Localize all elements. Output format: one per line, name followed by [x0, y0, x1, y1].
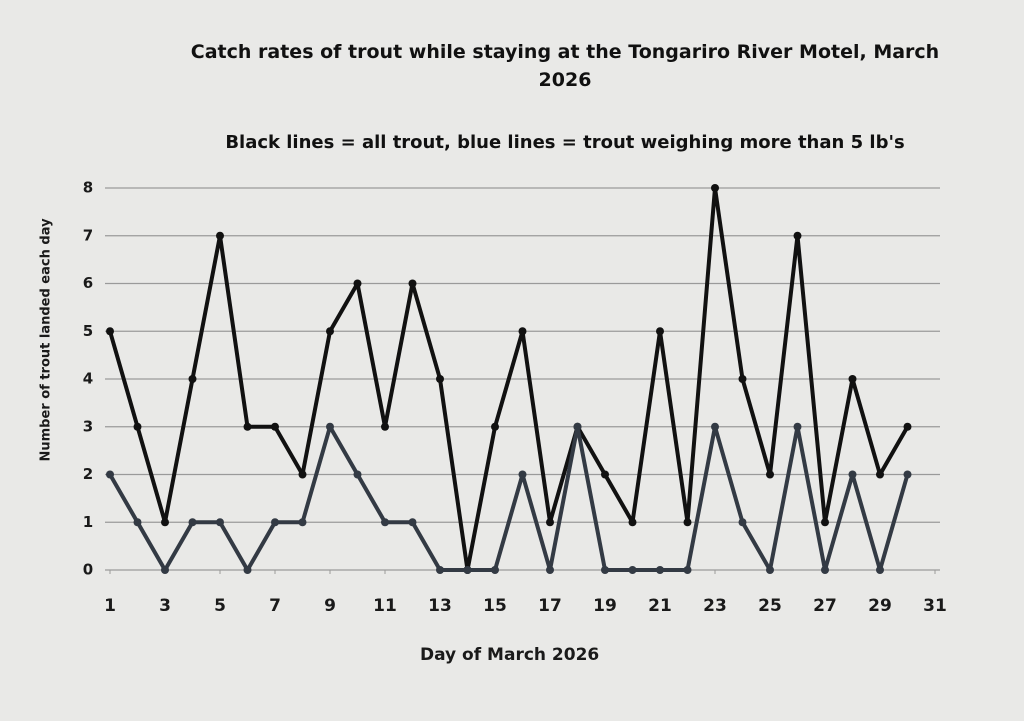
- point: [436, 375, 444, 383]
- point: [793, 231, 802, 240]
- x-tick-label: 11: [373, 596, 397, 616]
- point: [353, 470, 362, 479]
- point: [133, 518, 142, 527]
- series-line: [108, 424, 910, 572]
- point: [436, 566, 444, 574]
- x-tick-label: 29: [868, 596, 892, 616]
- y-tick-label: 0: [83, 561, 93, 579]
- point: [518, 470, 527, 479]
- y-tick-label: 6: [83, 274, 93, 292]
- point: [683, 566, 692, 574]
- point: [738, 375, 747, 383]
- series-line: [108, 186, 910, 572]
- x-tick-label: 27: [813, 596, 837, 616]
- point: [628, 566, 637, 574]
- point: [546, 518, 554, 527]
- point: [463, 566, 472, 574]
- point: [298, 470, 307, 479]
- point: [711, 184, 719, 192]
- point: [106, 470, 114, 479]
- point: [766, 566, 774, 574]
- point: [848, 375, 857, 383]
- point: [381, 422, 389, 431]
- point: [876, 470, 884, 479]
- point: [243, 422, 252, 431]
- point: [326, 327, 334, 336]
- y-tick-label: 8: [83, 179, 93, 197]
- y-tick-label: 3: [83, 417, 93, 435]
- point: [848, 470, 857, 479]
- point: [243, 566, 252, 574]
- y-tick-label: 7: [83, 226, 93, 244]
- point: [821, 518, 829, 527]
- point: [133, 422, 142, 431]
- x-tick-label: 25: [758, 596, 782, 616]
- point: [408, 518, 417, 527]
- point: [903, 470, 912, 479]
- y-tick-label: 5: [83, 322, 93, 340]
- point: [738, 518, 747, 527]
- chart-title: Catch rates of trout while staying at th…: [190, 41, 940, 91]
- point: [491, 566, 499, 574]
- x-tick-label: 3: [159, 596, 171, 616]
- point: [188, 375, 197, 383]
- point: [656, 327, 664, 336]
- x-tick-label: 7: [269, 596, 281, 616]
- x-tick-label: 23: [703, 596, 727, 616]
- point: [161, 518, 169, 527]
- y-tick-label: 2: [83, 465, 93, 483]
- point: [188, 518, 197, 527]
- point: [793, 422, 802, 431]
- point: [821, 566, 829, 574]
- chart-subtitle: Black lines = all trout, blue lines = tr…: [225, 132, 905, 153]
- x-tick-label: 5: [214, 596, 226, 616]
- x-tick-label: 9: [324, 596, 336, 616]
- x-tick-label: 1: [104, 596, 116, 616]
- y-axis-label: Number of trout landed each day: [39, 218, 54, 462]
- point: [903, 422, 912, 431]
- y-tick-label: 1: [83, 513, 93, 531]
- point: [546, 566, 554, 574]
- x-axis-label: Day of March 2026: [420, 645, 599, 665]
- point: [271, 518, 279, 527]
- point: [216, 518, 224, 527]
- point: [628, 518, 637, 527]
- x-tick-label: 15: [483, 596, 507, 616]
- x-tick-label: 13: [428, 596, 452, 616]
- point: [271, 422, 279, 431]
- point: [518, 327, 527, 336]
- point: [601, 566, 609, 574]
- point: [161, 566, 169, 574]
- point: [106, 327, 114, 336]
- point: [573, 422, 582, 431]
- point: [298, 518, 307, 527]
- x-tick-label: 17: [538, 596, 562, 616]
- point: [353, 279, 362, 288]
- point: [601, 470, 609, 479]
- x-tick-label: 31: [923, 596, 947, 616]
- point: [408, 279, 417, 288]
- point: [876, 566, 884, 574]
- point: [711, 422, 719, 431]
- x-tick-label: 21: [648, 596, 672, 616]
- point: [216, 231, 224, 240]
- point: [381, 518, 389, 527]
- y-tick-label: 4: [83, 370, 93, 388]
- point: [766, 470, 774, 479]
- point: [491, 422, 499, 431]
- point: [683, 518, 692, 527]
- x-tick-label: 19: [593, 596, 617, 616]
- point: [656, 566, 664, 574]
- point: [326, 422, 334, 431]
